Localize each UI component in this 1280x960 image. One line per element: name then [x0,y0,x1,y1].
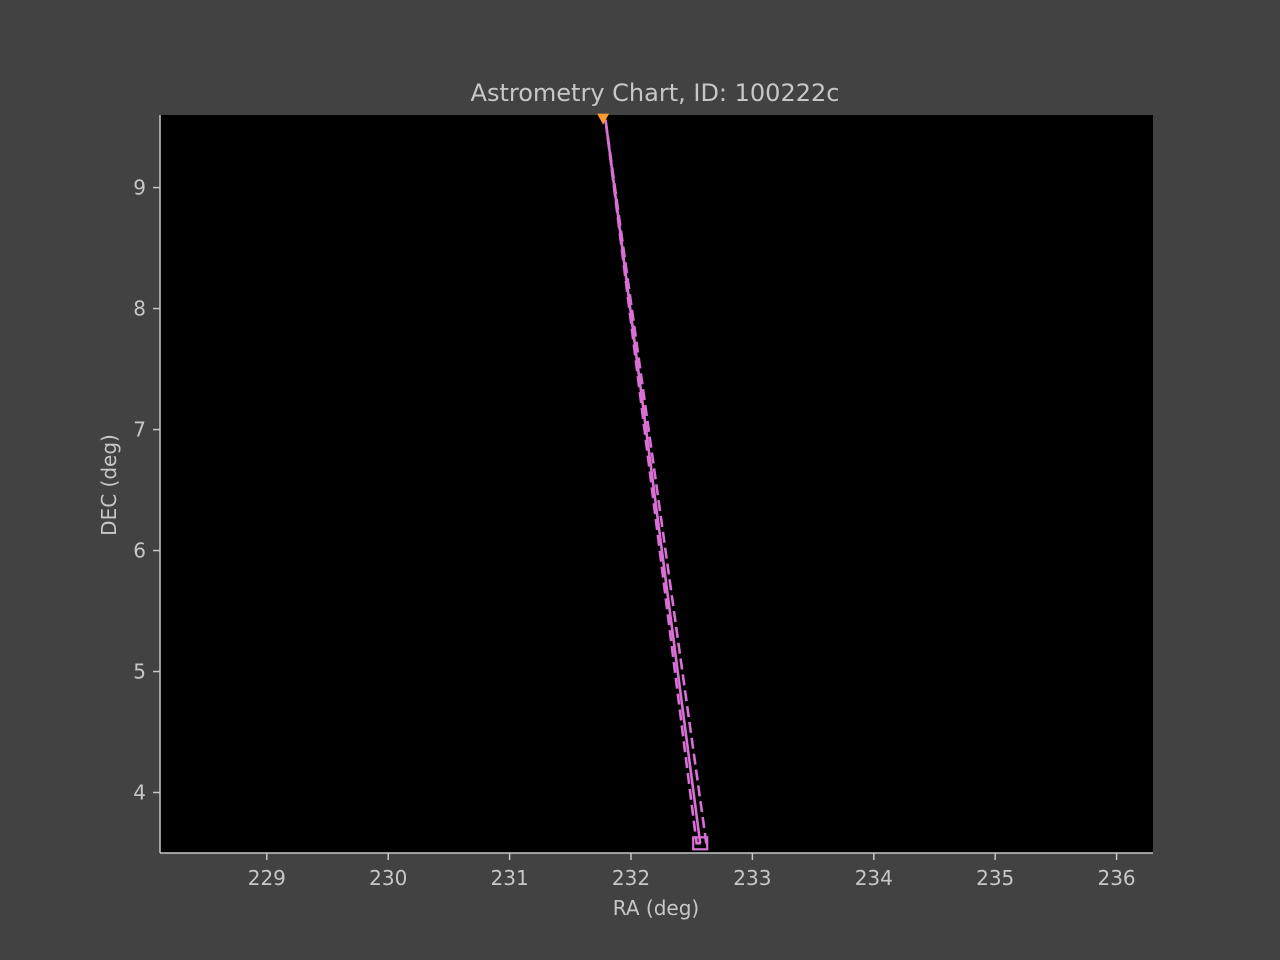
plot-area [160,115,1153,853]
x-tick-label: 233 [733,866,771,890]
y-tick-label: 5 [133,660,146,684]
end-square-marker [692,836,709,851]
x-tick-label: 230 [369,866,407,890]
x-axis-label: RA (deg) [613,896,699,920]
x-tick-label: 234 [855,866,893,890]
y-tick-label: 6 [133,539,146,563]
marker-layer [597,113,709,851]
dashed-track-series [604,119,708,845]
x-tick-label: 231 [491,866,529,890]
chart-title: Astrometry Chart, ID: 100222c [471,79,840,107]
y-axis-label: DEC (deg) [97,434,121,536]
series-layer [604,119,708,845]
x-tick-label: 229 [248,866,286,890]
y-tick-label: 8 [133,297,146,321]
y-tick-label: 4 [133,781,146,805]
y-tick-label: 7 [133,418,146,442]
x-tick-label: 232 [612,866,650,890]
x-axis-ticks: 229 230 231 232 233 234 235 236 [248,853,1136,890]
x-tick-label: 236 [1097,866,1135,890]
y-axis-ticks: 4 5 6 7 8 9 [133,176,160,805]
x-tick-label: 235 [976,866,1014,890]
y-tick-label: 9 [133,176,146,200]
start-triangle-marker [597,113,610,125]
